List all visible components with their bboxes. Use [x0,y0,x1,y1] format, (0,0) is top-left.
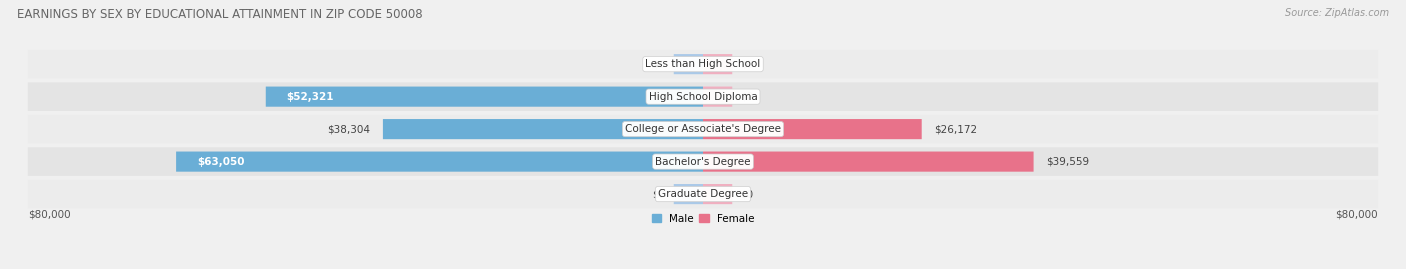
Text: $0: $0 [652,59,665,69]
Text: $0: $0 [741,189,754,199]
FancyBboxPatch shape [266,87,703,107]
FancyBboxPatch shape [703,119,922,139]
Text: $80,000: $80,000 [28,209,70,219]
Text: Source: ZipAtlas.com: Source: ZipAtlas.com [1285,8,1389,18]
Text: $38,304: $38,304 [328,124,370,134]
FancyBboxPatch shape [703,184,733,204]
FancyBboxPatch shape [176,151,703,172]
Text: Bachelor's Degree: Bachelor's Degree [655,157,751,167]
FancyBboxPatch shape [28,50,1378,79]
Text: College or Associate's Degree: College or Associate's Degree [626,124,780,134]
Text: $52,321: $52,321 [287,92,335,102]
FancyBboxPatch shape [28,180,1378,208]
Text: High School Diploma: High School Diploma [648,92,758,102]
Text: $63,050: $63,050 [197,157,245,167]
Text: $26,172: $26,172 [934,124,977,134]
Text: Less than High School: Less than High School [645,59,761,69]
FancyBboxPatch shape [703,151,1033,172]
Text: $39,559: $39,559 [1046,157,1090,167]
FancyBboxPatch shape [28,115,1378,143]
FancyBboxPatch shape [703,54,733,74]
FancyBboxPatch shape [28,82,1378,111]
FancyBboxPatch shape [703,87,733,107]
Legend: Male, Female: Male, Female [651,214,755,224]
FancyBboxPatch shape [673,54,703,74]
Text: $80,000: $80,000 [1336,209,1378,219]
FancyBboxPatch shape [382,119,703,139]
Text: EARNINGS BY SEX BY EDUCATIONAL ATTAINMENT IN ZIP CODE 50008: EARNINGS BY SEX BY EDUCATIONAL ATTAINMEN… [17,8,422,21]
FancyBboxPatch shape [28,147,1378,176]
FancyBboxPatch shape [673,184,703,204]
Text: $0: $0 [741,92,754,102]
Text: $0: $0 [741,59,754,69]
Text: $0: $0 [652,189,665,199]
Text: Graduate Degree: Graduate Degree [658,189,748,199]
